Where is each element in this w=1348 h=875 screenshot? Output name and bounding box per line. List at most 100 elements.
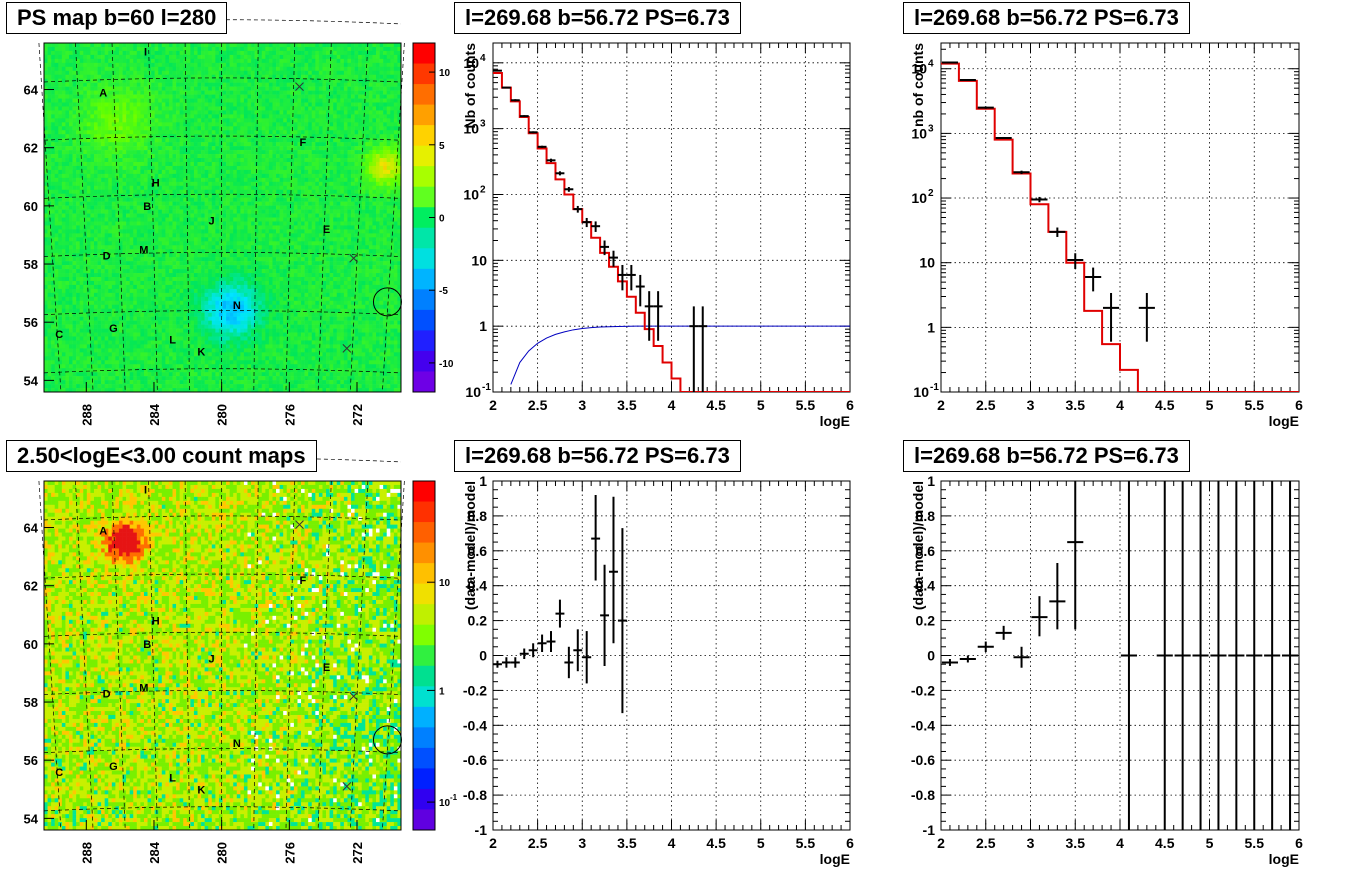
map-pixel <box>105 174 109 178</box>
map-pixel <box>126 281 130 285</box>
map-pixel <box>137 202 141 206</box>
map-pixel <box>58 170 62 174</box>
map-pixel <box>137 43 141 47</box>
map-pixel <box>176 218 180 222</box>
map-pixel <box>198 142 202 146</box>
map-pixel <box>62 313 66 317</box>
map-pixel <box>105 221 109 225</box>
map-pixel <box>87 150 91 154</box>
map-pixel <box>76 352 80 356</box>
map-pixel <box>123 102 127 106</box>
map-pixel <box>137 336 141 340</box>
map-pixel <box>158 360 162 364</box>
map-pixel <box>83 118 87 122</box>
map-pixel <box>83 126 87 130</box>
map-pixel <box>190 99 194 103</box>
map-pixel <box>187 51 191 55</box>
map-pixel <box>144 150 148 154</box>
map-pixel <box>98 305 102 309</box>
map-pixel <box>73 285 77 289</box>
map-pixel <box>94 285 98 289</box>
map-pixel <box>105 63 109 67</box>
map-pixel <box>158 273 162 277</box>
map-pixel <box>162 364 166 368</box>
map-pixel <box>87 134 91 138</box>
map-pixel <box>80 59 84 63</box>
map-pixel <box>151 305 155 309</box>
map-pixel <box>137 71 141 75</box>
map-pixel <box>148 305 152 309</box>
map-pixel <box>69 297 73 301</box>
map-pixel <box>190 333 194 337</box>
map-pixel <box>194 293 198 297</box>
map-pixel <box>130 174 134 178</box>
map-pixel <box>48 317 52 321</box>
map-pixel <box>108 182 112 186</box>
map-pixel <box>165 106 169 110</box>
map-pixel <box>44 317 48 321</box>
map-pixel <box>130 321 134 325</box>
map-pixel <box>69 91 73 95</box>
map-pixel <box>180 106 184 110</box>
map-pixel <box>169 71 173 75</box>
map-pixel <box>162 130 166 134</box>
map-pixel <box>58 146 62 150</box>
map-pixel <box>201 47 205 51</box>
map-pixel <box>148 114 152 118</box>
map-pixel <box>140 329 144 333</box>
map-pixel <box>94 273 98 277</box>
map-pixel <box>194 329 198 333</box>
map-pixel <box>165 273 169 277</box>
map-pixel <box>65 364 69 368</box>
map-pixel <box>176 237 180 241</box>
map-pixel <box>137 340 141 344</box>
map-pixel <box>158 63 162 67</box>
map-pixel <box>69 289 73 293</box>
map-pixel <box>151 309 155 313</box>
map-pixel <box>158 233 162 237</box>
map-pixel <box>69 329 73 333</box>
map-pixel <box>144 364 148 368</box>
map-pixel <box>190 241 194 245</box>
map-pixel <box>55 214 59 218</box>
spec2-plot: 2 2.5 3 3.5 4 4.5 5 5.5 610 -111010210310 4logEnb … <box>910 43 1303 429</box>
y-tick-exp: 4 <box>480 53 486 64</box>
map-pixel <box>169 317 173 321</box>
map-pixel <box>155 71 159 75</box>
map-pixel <box>115 229 119 233</box>
map-pixel <box>94 150 98 154</box>
map-pixel <box>90 194 94 198</box>
map-pixel <box>162 63 166 67</box>
map-pixel <box>55 273 59 277</box>
map-pixel <box>112 71 116 75</box>
map-pixel <box>194 118 198 122</box>
map-pixel <box>55 43 59 47</box>
data-point-4 <box>529 131 538 133</box>
map-pixel <box>108 130 112 134</box>
map-pixel <box>137 182 141 186</box>
map-pixel <box>83 249 87 253</box>
map-pixel <box>165 55 169 59</box>
map-pixel <box>94 265 98 269</box>
map-pixel <box>137 297 141 301</box>
map-pixel <box>126 293 130 297</box>
map-pixel <box>137 51 141 55</box>
map-pixel <box>94 122 98 126</box>
map-pixel <box>130 130 134 134</box>
map-pixel <box>58 126 62 130</box>
map-pixel <box>51 67 55 71</box>
x-tick-label: 6 <box>846 397 854 413</box>
map-pixel <box>123 273 127 277</box>
map-pixel <box>119 289 123 293</box>
map-pixel <box>155 99 159 103</box>
map-pixel <box>80 202 84 206</box>
map-pixel <box>140 146 144 150</box>
map-pixel <box>201 99 205 103</box>
map-pixel <box>126 265 130 269</box>
map-pixel <box>201 142 205 146</box>
map-pixel <box>169 146 173 150</box>
map-pixel <box>130 218 134 222</box>
map-pixel <box>51 297 55 301</box>
map-pixel <box>133 336 137 340</box>
map-pixel <box>87 75 91 79</box>
